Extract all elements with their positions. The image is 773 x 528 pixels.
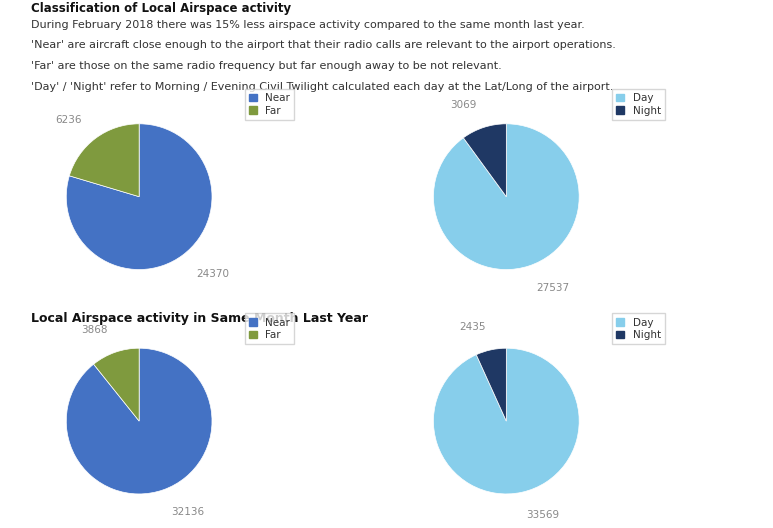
Text: 'Near' are aircraft close enough to the airport that their radio calls are relev: 'Near' are aircraft close enough to the … bbox=[31, 41, 616, 50]
Wedge shape bbox=[70, 124, 139, 196]
Wedge shape bbox=[66, 348, 212, 494]
Legend: Near, Far: Near, Far bbox=[244, 89, 295, 120]
Text: 32136: 32136 bbox=[171, 507, 204, 517]
Text: 'Day' / 'Night' refer to Morning / Evening Civil Twilight calculated each day at: 'Day' / 'Night' refer to Morning / Eveni… bbox=[31, 82, 613, 92]
Text: 3069: 3069 bbox=[450, 100, 476, 110]
Legend: Near, Far: Near, Far bbox=[244, 313, 295, 344]
Text: 3868: 3868 bbox=[81, 325, 107, 335]
Wedge shape bbox=[94, 348, 139, 421]
Text: During February 2018 there was 15% less airspace activity compared to the same m: During February 2018 there was 15% less … bbox=[31, 20, 584, 30]
Wedge shape bbox=[434, 124, 579, 270]
Wedge shape bbox=[476, 348, 506, 421]
Text: 6236: 6236 bbox=[55, 115, 82, 125]
Legend: Day, Night: Day, Night bbox=[611, 89, 665, 120]
Text: 2435: 2435 bbox=[459, 322, 486, 332]
Text: Local Airspace activity in Same Month Last Year: Local Airspace activity in Same Month La… bbox=[31, 312, 368, 325]
Wedge shape bbox=[434, 348, 579, 494]
Text: Classification of Local Airspace activity: Classification of Local Airspace activit… bbox=[31, 2, 291, 15]
Text: 24370: 24370 bbox=[196, 269, 230, 279]
Legend: Day, Night: Day, Night bbox=[611, 313, 665, 344]
Wedge shape bbox=[66, 124, 212, 269]
Text: 'Far' are those on the same radio frequency but far enough away to be not releva: 'Far' are those on the same radio freque… bbox=[31, 61, 502, 71]
Wedge shape bbox=[463, 124, 506, 196]
Text: 27537: 27537 bbox=[536, 283, 569, 293]
Text: 33569: 33569 bbox=[526, 510, 560, 520]
